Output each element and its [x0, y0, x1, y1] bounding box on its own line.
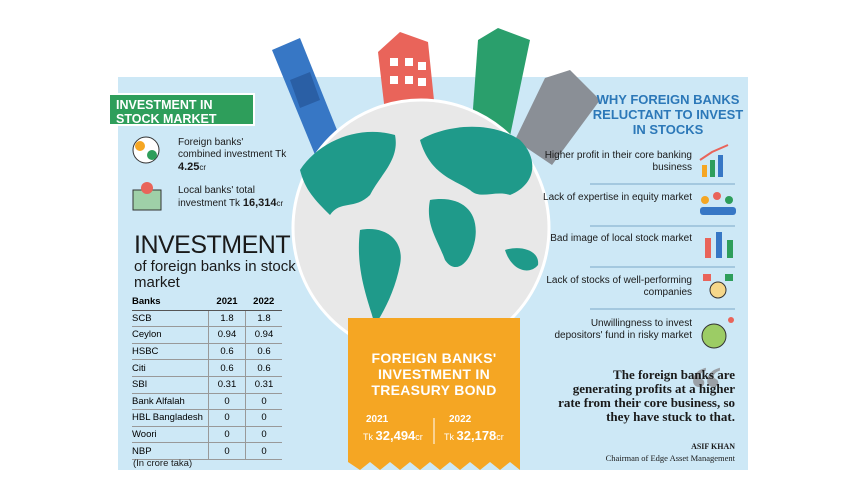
cell-value: 0.31	[208, 376, 246, 394]
bank-name: HSBC	[132, 343, 209, 361]
bank-name: Woori	[132, 426, 209, 444]
foreign-item: Foreign banks' combined investment Tk 4.…	[178, 137, 288, 174]
cell-value: 0.94	[208, 326, 246, 344]
ribbon	[348, 318, 520, 470]
reasons-title: WHY FOREIGN BANKS RELUCTANT TO INVEST IN…	[592, 92, 744, 137]
quote-role: Chairman of Edge Asset Management	[605, 453, 735, 463]
cell-value: 0.94	[245, 326, 282, 344]
cell-value: 0	[245, 426, 282, 444]
bond-year: 2022	[449, 414, 472, 425]
table-subtitle: of foreign banks in stock market	[134, 258, 296, 291]
bank-name: SBI	[132, 376, 209, 394]
reason-icons	[699, 144, 736, 349]
cell-value: 1.8	[208, 310, 246, 328]
cell-value: 0	[245, 442, 282, 460]
table-row: HSBC 0.6 0.6	[132, 343, 282, 361]
table-row: Bank Alfalah 0 0	[132, 393, 282, 411]
table-row: SCB 1.8 1.8	[132, 310, 282, 328]
table-row: HBL Bangladesh 0 0	[132, 409, 282, 427]
unit: cr	[415, 432, 423, 442]
money-icon	[132, 136, 160, 164]
cell-value: 0	[208, 409, 246, 427]
bank-name: SCB	[132, 310, 209, 328]
prefix: Tk	[363, 432, 373, 442]
table-row: Woori 0 0	[132, 426, 282, 444]
table-row: NBP 0 0	[132, 442, 282, 460]
quote-text: The foreign banks are generating profits…	[558, 367, 735, 424]
prefix: Tk	[444, 432, 454, 442]
local-item: Local banks' total investment Tk 16,314c…	[178, 185, 288, 210]
cell-value: 0.6	[245, 343, 282, 361]
holdings-table: Banks 2021 2022 SCB 1.8 1.8 Ceylon 0.94 0.94 HSBC…	[132, 294, 282, 460]
label: Foreign banks' combined investment Tk	[178, 137, 287, 160]
column-header: Banks	[132, 294, 209, 311]
cell-value: 0	[208, 442, 246, 460]
cell-value: 0.6	[245, 359, 282, 377]
section-header: INVESTMENT IN STOCK MARKET	[108, 93, 255, 126]
reason: Unwillingness to invest depositors' fund…	[554, 318, 692, 341]
unit: cr	[276, 199, 284, 208]
value: 32,178	[456, 428, 497, 443]
quote-mark: “	[690, 353, 722, 424]
cell-value: 0	[208, 393, 246, 411]
bond-title: FOREIGN BANKS' INVESTMENT IN TREASURY BO…	[371, 350, 497, 398]
buildings	[272, 28, 600, 165]
reason: Lack of expertise in equity market	[543, 192, 692, 203]
reason: Lack of stocks of well-performing compan…	[546, 275, 692, 298]
table-row: Citi 0.6 0.6	[132, 359, 282, 377]
cell-value: 0	[245, 393, 282, 411]
table-body: SCB 1.8 1.8 Ceylon 0.94 0.94 HSBC 0.6 0.6 Citi 0.6…	[132, 310, 282, 460]
reason: Higher profit in their core banking busi…	[544, 150, 692, 173]
table-title: INVESTMENT	[134, 231, 291, 259]
bank-name: Ceylon	[132, 326, 209, 344]
bank-name: Citi	[132, 359, 209, 377]
value: 4.25	[178, 161, 200, 173]
cell-value: 0.6	[208, 359, 246, 377]
cell-value: 0.31	[245, 376, 282, 394]
separators	[590, 183, 735, 310]
bank-name: Bank Alfalah	[132, 393, 209, 411]
unit: cr	[496, 432, 504, 442]
bond-amount: Tk 32,178cr	[444, 428, 504, 443]
label: Local banks' total investment Tk	[178, 185, 255, 209]
bond-year: 2021	[366, 414, 389, 425]
table-row: Ceylon 0.94 0.94	[132, 326, 282, 344]
table-row: SBI 0.31 0.31	[132, 376, 282, 394]
cell-value: 1.8	[245, 310, 282, 328]
reason: Bad image of local stock market	[550, 233, 692, 244]
column-header: 2022	[245, 294, 282, 311]
continents	[300, 126, 539, 325]
cell-value: 0	[208, 426, 246, 444]
column-header: 2021	[208, 294, 246, 311]
cell-value: 0	[245, 409, 282, 427]
bond-amount: Tk 32,494cr	[363, 428, 423, 443]
cell-value: 0.6	[208, 343, 246, 361]
value: 32,494	[375, 428, 416, 443]
bank-name: NBP	[132, 442, 209, 460]
quote-author: ASIF KHAN	[691, 442, 735, 451]
header-row: Banks 2021 2022	[132, 294, 282, 311]
bank-name: HBL Bangladesh	[132, 409, 209, 427]
value: 16,314	[242, 197, 277, 209]
map-icon	[132, 182, 162, 211]
unit: cr	[199, 163, 207, 172]
table-note: (In crore taka)	[133, 458, 193, 469]
